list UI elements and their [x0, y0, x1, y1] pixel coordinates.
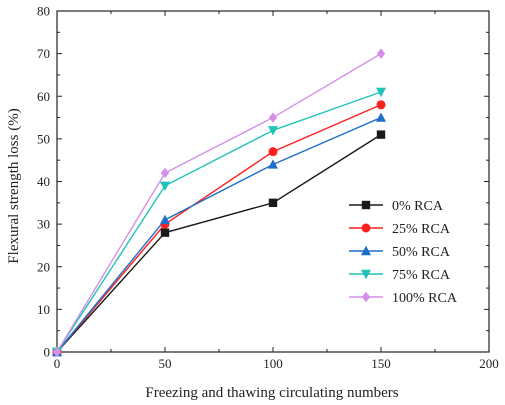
y-axis-label: Flexural strength loss (%) — [6, 108, 22, 263]
data-point — [376, 130, 386, 139]
series-line — [56, 91, 382, 353]
y-tick-label: 80 — [37, 4, 50, 19]
legend-label: 75% RCA — [392, 268, 451, 283]
series-line — [56, 104, 382, 353]
y-tick-label: 0 — [44, 345, 51, 360]
y-tick-label: 20 — [37, 259, 50, 274]
legend-marker — [361, 291, 371, 303]
series-line — [56, 53, 382, 353]
data-point — [268, 198, 278, 208]
x-tick-label: 100 — [263, 356, 283, 371]
data-point — [268, 159, 278, 169]
y-tick-label: 40 — [37, 174, 50, 189]
legend-label: 100% RCA — [392, 291, 458, 306]
series-line — [56, 116, 382, 353]
data-point — [160, 181, 170, 191]
data-point — [376, 87, 386, 98]
data-point — [376, 100, 386, 110]
y-tick-label: 50 — [37, 131, 50, 146]
legend: 0% RCA 25% RCA 50% RCA 75% RCA 100% RCA — [349, 199, 458, 306]
x-axis-label: Freezing and thawing circulating numbers — [145, 385, 398, 401]
legend-label: 25% RCA — [392, 222, 451, 237]
legend-marker — [361, 269, 371, 280]
y-tick-label: 10 — [37, 302, 50, 317]
legend-marker — [361, 200, 371, 210]
data-point — [376, 48, 386, 59]
data-point — [268, 147, 278, 157]
x-tick-label: 150 — [371, 356, 391, 371]
data-point — [268, 112, 278, 123]
data-point — [160, 228, 170, 237]
y-tick-label: 60 — [37, 89, 50, 104]
data-point — [52, 346, 62, 358]
legend-marker — [361, 223, 371, 233]
data-point — [160, 167, 170, 179]
y-tick-label: 70 — [37, 46, 50, 61]
series-line — [56, 134, 382, 353]
data-point — [268, 126, 278, 136]
x-tick-label: 50 — [159, 356, 172, 371]
x-tick-label: 0 — [54, 356, 61, 371]
y-tick-label: 30 — [37, 217, 50, 232]
legend-label: 50% RCA — [392, 245, 451, 260]
x-tick-label: 200 — [479, 356, 499, 371]
data-point — [376, 112, 386, 122]
legend-label: 0% RCA — [392, 199, 444, 214]
data-point — [160, 214, 170, 225]
legend-marker — [361, 245, 371, 256]
